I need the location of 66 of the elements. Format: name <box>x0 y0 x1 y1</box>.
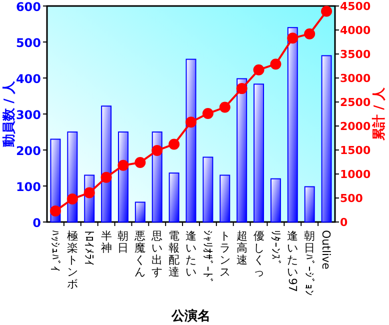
y2-tick-label: 3000 <box>340 72 371 85</box>
bar <box>287 27 298 222</box>
point <box>50 205 61 216</box>
y-tick-label: 0 <box>32 216 41 230</box>
point <box>270 58 282 70</box>
y-axis-title: 動員数 / 人 <box>2 80 17 148</box>
category-label: ｼｬﾘｵｻﾞｰﾄﾞ <box>201 230 214 284</box>
x-tick-label: 逢いたい97 <box>286 230 299 292</box>
y2-axis-title: 累計 / 人 <box>371 86 387 142</box>
x-tick-label: ﾄﾛｲﾒﾗｲ <box>82 230 96 266</box>
point <box>84 187 95 198</box>
x-tick-label: Outlive <box>320 230 333 270</box>
y2-tick-label: 500 <box>340 192 364 205</box>
point <box>236 83 248 94</box>
point <box>202 108 214 120</box>
point <box>219 102 230 113</box>
category-label: 朝日ﾊﾞｰｼﾞｮﾝ <box>302 230 316 296</box>
y2-tick-label: 1000 <box>340 168 371 181</box>
bar <box>321 55 332 222</box>
x-tick-label: 電報配達 <box>168 230 180 279</box>
y2-tick-label: 2500 <box>340 96 371 109</box>
x-tick-label: 悪魔くん <box>134 230 146 279</box>
point <box>100 172 112 183</box>
point <box>321 6 332 17</box>
point <box>66 193 78 204</box>
y-tick-label: 200 <box>16 144 41 158</box>
x-tick-label: 朝日 <box>118 230 129 255</box>
point <box>118 160 129 171</box>
bar <box>101 106 112 222</box>
bar <box>134 202 146 222</box>
y-tick-label: 400 <box>16 72 41 86</box>
y-tick-label: 600 <box>16 0 41 14</box>
bar <box>168 172 180 222</box>
bar <box>220 174 230 222</box>
bar <box>270 178 281 222</box>
point <box>253 64 264 76</box>
y-tick-label: 500 <box>16 36 41 50</box>
x-tick-label: 超高速 <box>236 230 248 267</box>
bar <box>254 84 264 222</box>
y2-tick-label: 0 <box>340 216 348 229</box>
x-tick-label: 逢いたい <box>186 230 196 279</box>
y2-tick-label: 1500 <box>340 144 371 157</box>
x-tick-label: ﾊｯｼｭﾊﾞｲ <box>48 230 62 272</box>
point <box>186 116 196 128</box>
point <box>287 32 298 44</box>
y2-tick-label: 4500 <box>340 0 371 13</box>
x-tick-label: トランス <box>219 230 230 279</box>
x-tick-label: 半神 <box>100 230 112 255</box>
y2-tick-label: 4000 <box>340 24 371 37</box>
y2-tick-label: 2000 <box>340 120 371 133</box>
y-tick-label: 100 <box>16 180 41 194</box>
point <box>168 138 180 150</box>
x-tick-label: 極楽トンボ <box>66 230 78 291</box>
bar <box>304 186 315 222</box>
point <box>134 156 146 168</box>
y-tick-label: 300 <box>16 108 41 122</box>
x-axis-title: 公演名 <box>170 308 210 324</box>
x-tick-label: ﾘﾀｰﾝｽﾞ <box>268 230 282 266</box>
x-tick-label: 思い出す <box>150 230 163 279</box>
point <box>304 28 316 40</box>
bar <box>186 58 196 222</box>
y2-tick-label: 3500 <box>340 48 371 61</box>
bar <box>236 78 248 222</box>
x-tick-label: 優しくっ <box>253 230 264 279</box>
point <box>152 144 163 156</box>
bar <box>202 156 214 222</box>
